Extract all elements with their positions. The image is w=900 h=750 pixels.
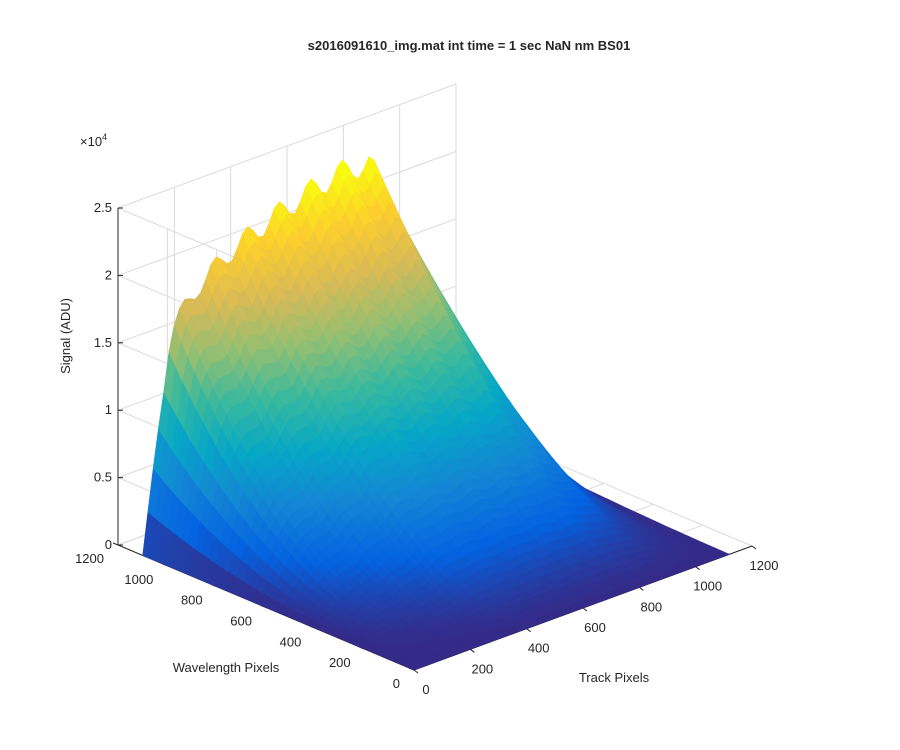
y-tick-label: 1200	[75, 551, 104, 566]
x-tick-label: 600	[584, 620, 606, 635]
y-tick-mark	[112, 542, 119, 546]
x-axis-label: Track Pixels	[579, 670, 650, 685]
x-tick-mark	[526, 628, 531, 633]
y-axis-label: Wavelength Pixels	[173, 660, 280, 675]
y-tick-label: 600	[230, 614, 252, 629]
back-wall-grid-horizontal	[117, 83, 457, 209]
x-tick-label: 200	[471, 661, 493, 676]
y-tick-label: 0	[393, 676, 400, 691]
z-tick-label: 2	[105, 267, 112, 282]
y-tick-labels: 0 200 400 600 800 1000 1200	[75, 551, 400, 691]
y-tick-label: 400	[280, 634, 302, 649]
x-tick-label: 1200	[750, 558, 779, 573]
x-tick-label: 1000	[693, 579, 722, 594]
x-tick-labels: 0 200 400 600 800 1000 1200	[422, 558, 778, 697]
z-tick-label: 1.5	[94, 335, 112, 350]
y-tick-label: 800	[181, 593, 203, 608]
z-axis-label: Signal (ADU)	[58, 298, 73, 374]
z-tick-label: 0	[105, 537, 112, 552]
z-tick-label: 1	[105, 402, 112, 417]
surface	[142, 156, 731, 671]
z-tick-label: 0.5	[94, 470, 112, 485]
z-tick-labels: 0 0.5 1 1.5 2 2.5	[94, 200, 112, 552]
z-exponent-label: ×104	[80, 132, 107, 149]
x-tick-mark	[751, 545, 757, 550]
chart-title: s2016091610_img.mat int time = 1 sec NaN…	[308, 38, 631, 53]
x-tick-mark	[582, 607, 588, 612]
y-tick-label: 1000	[124, 572, 153, 587]
x-tick-label: 400	[528, 641, 550, 656]
x-tick-mark	[695, 566, 700, 571]
surface-patch	[716, 551, 731, 557]
x-tick-label: 800	[640, 599, 662, 614]
z-tick-label: 2.5	[94, 200, 112, 215]
x-tick-mark	[639, 586, 644, 591]
x-tick-label: 0	[422, 682, 429, 697]
y-tick-label: 200	[329, 655, 351, 670]
x-tick-mark	[413, 669, 419, 674]
x-tick-mark	[470, 648, 475, 653]
